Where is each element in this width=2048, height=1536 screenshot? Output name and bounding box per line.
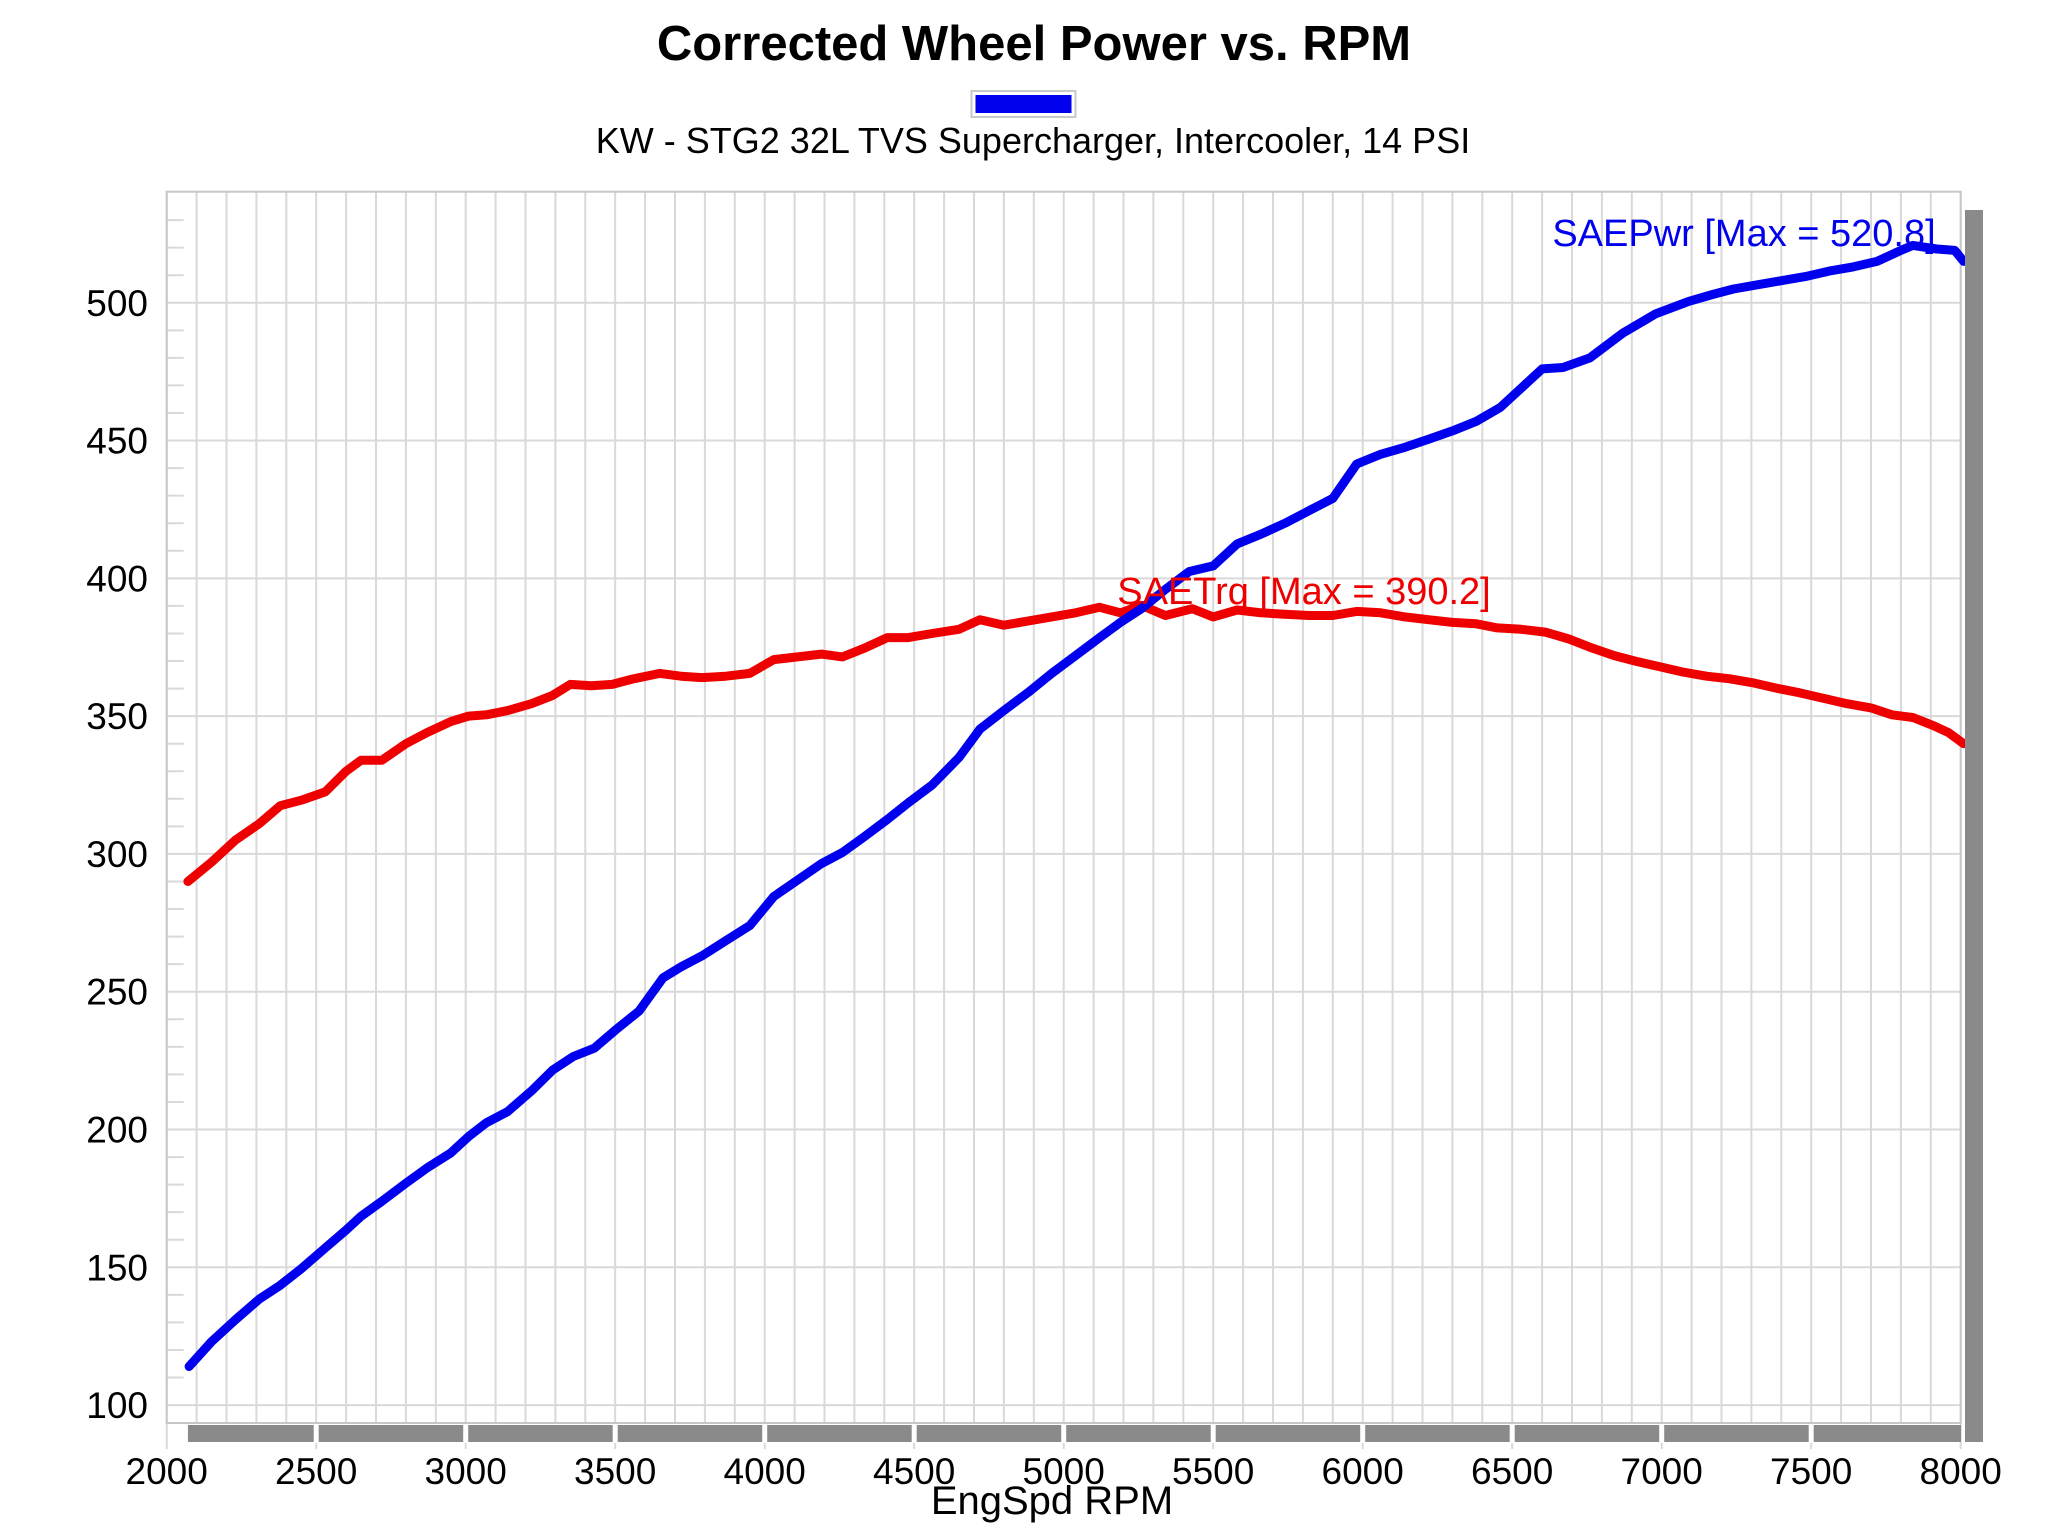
x-tick-label: 5500 [1172,1451,1254,1492]
x-tick-label: 4500 [873,1451,955,1492]
y-tick-label: 400 [86,558,148,599]
y-tick-label: 150 [86,1247,148,1288]
plot-border [165,190,1962,1425]
legend-line-swatch [975,95,1072,113]
x-tick-label: 2000 [126,1451,208,1492]
x-tick-label: 8000 [1920,1451,2002,1492]
scrollbar-tick-gap [1061,1424,1067,1443]
y-tick-label: 450 [86,421,148,462]
scrollbar-tick-gap [911,1424,917,1443]
y-tick-label: 100 [86,1385,148,1426]
scrollbar-tick-gap [1808,1424,1814,1443]
scrollbar-tick-gap [1360,1424,1366,1443]
x-tick-label: 6000 [1322,1451,1404,1492]
saetrq-max-annotation: SAETrq [Max = 390.2] [1117,571,1491,613]
saepwr-line [184,240,1969,1371]
y-tick-label: 350 [86,696,148,737]
x-tick-label: 2500 [275,1451,357,1492]
x-tick-label: 6500 [1471,1451,1553,1492]
scrollbar-tick-gap [313,1424,319,1443]
scrollbar-tick-gap [1210,1424,1216,1443]
scrollbar-tick-gap [463,1424,469,1443]
scrollbar-tick-gap [1509,1424,1515,1443]
x-tick-label: 7500 [1770,1451,1852,1492]
grid-lines [165,191,1962,1423]
data-series [183,240,1969,1371]
horizontal-scrollbar[interactable] [187,1425,1962,1442]
x-tick-label: 7000 [1621,1451,1703,1492]
chart-subtitle: KW - STG2 32L TVS Supercharger, Intercoo… [596,120,1470,161]
scrollbar-tick-gap [612,1424,618,1443]
scrollbar-tick-gap [1659,1424,1665,1443]
x-tick-label: 3000 [425,1451,507,1492]
vertical-scrollbar[interactable] [1965,210,1983,1442]
x-tick-label: 4000 [724,1451,806,1492]
legend [970,90,1077,118]
saetrq-line [183,600,1969,886]
chart-title: Corrected Wheel Power vs. RPM [657,17,1411,71]
x-axis-label: EngSpd RPM [931,1479,1173,1523]
y-tick-label: 250 [86,972,148,1013]
y-tick-label: 300 [86,834,148,875]
axis-tick-labels: 100 150 200 250 300 350 400 450 500 2000 2500 3000 3… [86,283,2002,1492]
saepwr-max-annotation: SAEPwr [Max = 520.8] [1552,213,1935,255]
scrollbar-tick-gap [762,1424,768,1443]
x-tick-label: 5000 [1023,1451,1105,1492]
x-tick-label: 3500 [574,1451,656,1492]
y-tick-label: 200 [86,1110,148,1151]
y-tick-label: 500 [86,283,148,324]
